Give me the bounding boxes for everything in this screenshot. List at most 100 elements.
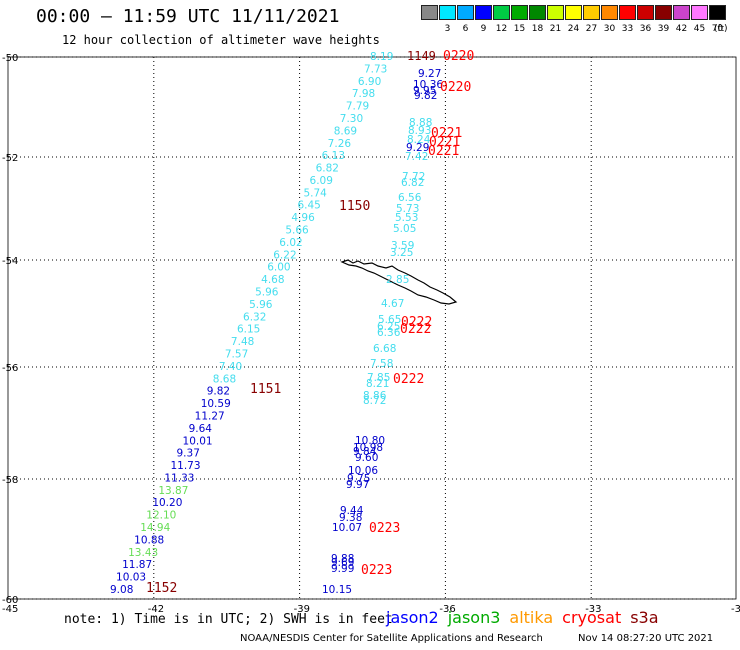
- swh-reading: 10.15: [322, 584, 352, 596]
- axis-labels: -50 -52 -54 -56 -58 -60-45 -42 -39 -36 -33 -30: [2, 53, 740, 615]
- swh-reading: 5.96: [249, 299, 273, 311]
- legend-label: 45: [693, 24, 706, 34]
- swh-reading: 10.01: [183, 435, 213, 447]
- legend-label: 39: [657, 24, 670, 34]
- lat-tick-label: -52: [2, 153, 18, 164]
- lat-tick-label: -56: [2, 363, 18, 374]
- legend-label: 6: [462, 24, 469, 34]
- swh-reading: 9.08: [110, 584, 133, 596]
- swh-reading: 7.73: [364, 63, 387, 75]
- swh-reading: 8.86: [363, 390, 387, 402]
- pass-time-label: 0221: [428, 144, 459, 159]
- swh-reading: 4.67: [381, 298, 404, 310]
- footnote: note: 1) Time is in UTC; 2) SWH is in fe…: [64, 612, 393, 627]
- swh-reading: 9.37: [177, 448, 200, 460]
- swh-reading: 9.69: [331, 557, 354, 569]
- satellite-jason3: jason3: [447, 608, 501, 627]
- legend-swatch: [619, 5, 636, 20]
- lat-tick-label: -58: [2, 475, 18, 486]
- swh-reading: 8.68: [213, 373, 236, 385]
- swh-reading: 7.58: [370, 358, 393, 370]
- map-subtitle: 12 hour collection of altimeter wave hei…: [62, 33, 380, 47]
- swh-reading: 8.88: [409, 117, 432, 129]
- swh-reading: 10.80: [355, 435, 385, 447]
- swh-reading: 5.53: [395, 212, 418, 224]
- swh-reading: 6.13: [322, 150, 345, 162]
- lat-tick-label: -50: [2, 53, 18, 64]
- legend-swatch: [709, 5, 726, 20]
- swh-reading: 8.19: [370, 51, 393, 63]
- swh-reading: 10.59: [201, 398, 231, 410]
- swh-reading: 9.88: [331, 553, 354, 565]
- swh-reading: 9.99: [331, 563, 354, 575]
- legend-swatch: [565, 5, 582, 20]
- swh-reading: 5.65: [378, 314, 401, 326]
- swh-reading: 5.73: [396, 203, 419, 215]
- pass-time-label: 0222: [401, 315, 432, 330]
- pass-time-label: 1149: [407, 49, 436, 63]
- legend-swatch: [511, 5, 528, 20]
- legend-label: 18: [531, 24, 544, 34]
- swh-reading: 11.87: [122, 559, 152, 571]
- swh-reading: 11.33: [164, 472, 194, 484]
- swh-reading: 8.93: [408, 125, 431, 137]
- legend-label: 24: [567, 24, 580, 34]
- swh-reading: 6.82: [316, 163, 339, 175]
- swh-reading: 13.43: [128, 547, 158, 559]
- swh-reading: 9.84: [353, 446, 377, 458]
- swh-reading: 10.36: [413, 79, 443, 91]
- legend-label: 9: [480, 24, 487, 34]
- legend-swatch: [493, 5, 510, 20]
- pass-time-label: 1150: [339, 199, 370, 214]
- satellite-altika: altika: [509, 608, 554, 627]
- legend-swatch: [547, 5, 564, 20]
- swh-reading: 9.44: [340, 505, 364, 517]
- swh-reading: 11.27: [195, 410, 225, 422]
- swh-reading: 6.56: [398, 192, 422, 204]
- swh-reading: 10.03: [116, 572, 146, 584]
- legend-label: 33: [621, 24, 634, 34]
- lon-tick-label: -36: [439, 604, 455, 615]
- lon-tick-label: -42: [148, 604, 164, 615]
- swh-reading: 5.74: [303, 187, 327, 199]
- legend-swatch: [637, 5, 654, 20]
- pass-time-label: 0223: [361, 563, 392, 578]
- swh-reading: 9.95: [413, 85, 436, 97]
- swh-reading: 7.57: [225, 348, 248, 360]
- swh-reading: 7.42: [405, 151, 428, 163]
- lon-tick-label: -45: [2, 604, 18, 615]
- legend-unit: (ft): [714, 24, 728, 34]
- legend-swatch: [583, 5, 600, 20]
- lon-tick-label: -33: [585, 604, 601, 615]
- swh-reading: 8.69: [334, 125, 357, 137]
- swh-reading: 5.96: [255, 287, 279, 299]
- legend-label: 27: [585, 24, 598, 34]
- pass-time-label: 0221: [431, 126, 462, 141]
- lat-tick-label: -54: [2, 256, 18, 267]
- swh-reading: 9.38: [339, 512, 362, 524]
- pass-time-label: 0220: [440, 80, 471, 95]
- legend-label: 30: [603, 24, 616, 34]
- swh-reading: 6.00: [267, 262, 290, 274]
- swh-reading: 5.66: [285, 225, 309, 237]
- map-border: [7, 56, 737, 600]
- legend-label: 36: [639, 24, 652, 34]
- footer-credit: NOAA/NESDIS Center for Satellite Applica…: [240, 633, 543, 644]
- swh-reading: 7.26: [328, 138, 352, 150]
- swh-reading: 6.09: [310, 175, 333, 187]
- swh-reading: 9.27: [418, 68, 441, 80]
- swh-reading: 14.94: [140, 522, 170, 534]
- legend-swatch: [601, 5, 618, 20]
- swh-reading: 8.24: [407, 134, 431, 146]
- lon-tick-label: -39: [294, 604, 310, 615]
- satellite-cryosat: cryosat: [562, 608, 622, 627]
- swh-reading: 4.68: [261, 274, 284, 286]
- pass-time-label: 0222: [400, 322, 431, 337]
- swh-reading: 6.02: [279, 237, 302, 249]
- legend-swatch: [673, 5, 690, 20]
- south-georgia-coastline: [340, 259, 458, 305]
- swh-reading: 10.06: [348, 465, 378, 477]
- pass-time-label: 0222: [393, 372, 424, 387]
- swh-reading: 7.40: [219, 361, 242, 373]
